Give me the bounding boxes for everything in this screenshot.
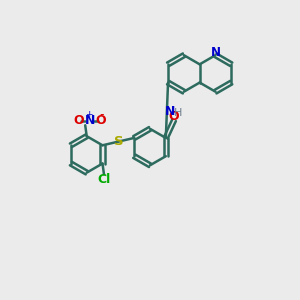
Text: -: - <box>100 109 104 122</box>
Text: H: H <box>174 108 182 118</box>
Text: +: + <box>85 110 93 119</box>
Text: O: O <box>169 110 179 123</box>
Text: O: O <box>74 114 84 127</box>
Text: N: N <box>211 46 220 59</box>
Text: S: S <box>113 135 123 148</box>
Text: N: N <box>165 105 175 118</box>
Text: N: N <box>85 114 95 127</box>
Text: O: O <box>95 114 106 127</box>
Text: Cl: Cl <box>98 173 111 186</box>
